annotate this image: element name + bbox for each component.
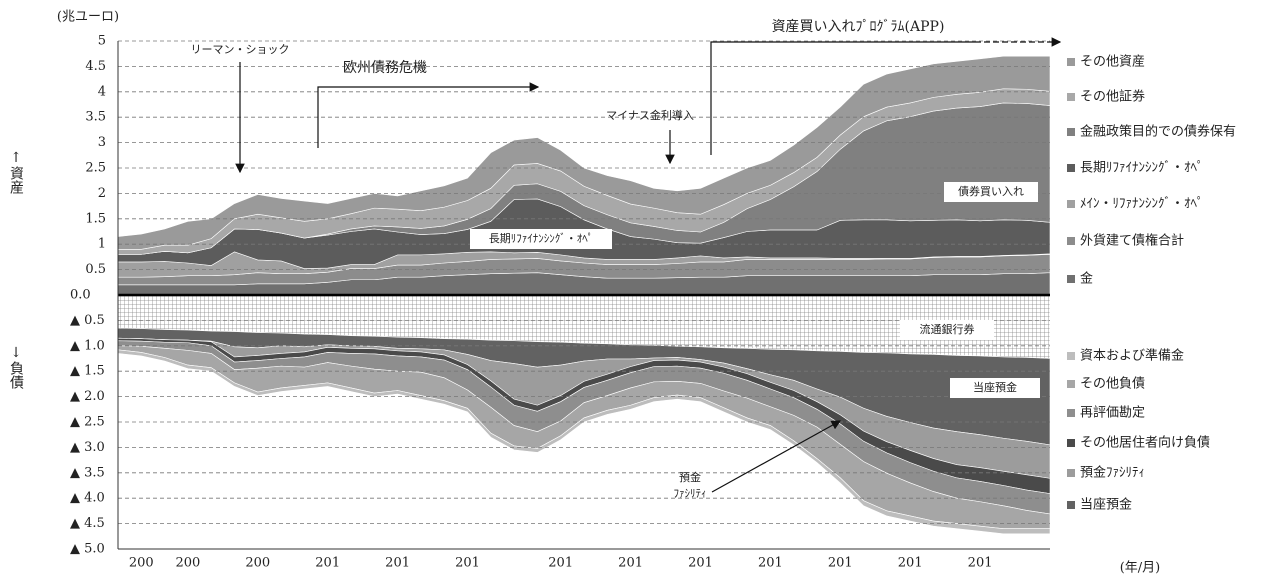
y-tick-label: ▲ 3.0 <box>70 440 105 455</box>
x-tick-label: 201 <box>618 556 643 571</box>
x-axis-label: (年/月) <box>1120 561 1161 576</box>
annotation: 欧州債務危機 <box>343 60 427 76</box>
legend-label: 資本および準備金 <box>1080 348 1184 364</box>
y-tick-label: 4 <box>98 84 106 99</box>
annotation: 預金 <box>679 470 701 484</box>
annotation: 当座預金 <box>973 380 1017 394</box>
annotation: 資産買い入れﾌﾟﾛｸﾞﾗﾑ(APP) <box>772 19 945 35</box>
legend-label: その他居住者向け負債 <box>1080 435 1210 451</box>
y-tick-label: ▲ 4.5 <box>70 516 105 531</box>
y-tick-label: 2 <box>98 186 106 201</box>
banknotes-label: 流通銀行券 <box>920 322 975 336</box>
y-tick-label: 1.5 <box>85 211 106 226</box>
x-tick-label: 201 <box>455 556 480 571</box>
y-tick-label: ▲ 2.5 <box>70 415 105 430</box>
assets-label: ↑資産 <box>8 150 24 194</box>
annotation-arrow <box>317 82 540 148</box>
legend-swatch <box>1067 501 1075 509</box>
y-tick-label: ▲ 4.0 <box>70 491 105 506</box>
area <box>117 349 1051 535</box>
annotation-arrow <box>711 420 842 493</box>
legend-label: 金融政策目的での債券保有 <box>1080 124 1236 140</box>
legend-swatch <box>1067 93 1075 101</box>
x-tick-label: 201 <box>828 556 853 571</box>
unit-label: (兆ユーロ) <box>57 10 119 25</box>
y-tick-label: ▲ 1.5 <box>70 364 105 379</box>
legend-swatch <box>1067 409 1075 417</box>
legend-swatch <box>1067 469 1075 477</box>
x-tick-label: 201 <box>758 556 783 571</box>
y-tick-label: 0.0 <box>70 288 91 303</box>
label-box <box>944 182 1038 202</box>
y-tick-label: ▲ 2.0 <box>70 389 105 404</box>
y-tick-label: 1 <box>98 237 106 252</box>
annotation-arrow <box>710 41 975 155</box>
annotation: ﾌｧｼﾘﾃｨ <box>674 487 707 500</box>
legend-swatch <box>1067 164 1075 172</box>
y-tick-label: 2.5 <box>85 161 106 176</box>
legend-label: 再評価勘定 <box>1080 406 1145 421</box>
legend-swatch <box>1067 275 1075 283</box>
x-tick-label: 200 <box>175 556 200 571</box>
legend-label: その他負債 <box>1080 377 1145 392</box>
x-tick-label: 201 <box>315 556 340 571</box>
y-tick-label: 0.5 <box>85 262 106 277</box>
y-tick-label: ▲ 5.0 <box>70 542 105 557</box>
x-tick-label: 201 <box>548 556 573 571</box>
legend-swatch <box>1067 237 1075 245</box>
x-tick-label: 200 <box>245 556 270 571</box>
annotation: 債券買い入れ <box>958 184 1024 198</box>
annotation: リーマン・ショック <box>191 43 290 56</box>
label-box <box>470 229 612 249</box>
legend-label: その他資産 <box>1080 54 1145 70</box>
legend-label: 長期ﾘﾌｧｲﾅﾝｼﾝｸﾞ・ｵﾍﾟ <box>1080 161 1204 176</box>
annotation: マイナス金利導入 <box>606 108 694 122</box>
x-tick-label: 200 <box>129 556 154 571</box>
area <box>117 55 1051 250</box>
y-tick-label: ▲ 3.5 <box>70 465 105 480</box>
legend-label: 外貨建て債権合計 <box>1080 233 1184 249</box>
legend-label: 預金ﾌｧｼﾘﾃｨ <box>1080 465 1145 481</box>
y-tick-label: 3 <box>98 135 106 150</box>
x-tick-label: 201 <box>898 556 923 571</box>
legend-swatch <box>1067 352 1075 360</box>
legend-label: 金 <box>1080 271 1093 287</box>
label-box <box>950 378 1040 398</box>
legend-label: その他証券 <box>1080 89 1145 105</box>
legend-swatch <box>1067 200 1075 208</box>
y-tick-label: 3.5 <box>85 110 106 125</box>
x-tick-label: 201 <box>968 556 993 571</box>
legend-swatch <box>1067 58 1075 66</box>
legend-swatch <box>1067 128 1075 136</box>
label-box <box>900 320 994 340</box>
annotation: 長期ﾘﾌｧｲﾅﾝｼﾝｸﾞ・ｵﾍﾟ <box>489 232 594 245</box>
legend-label: ﾒｲﾝ・ﾘﾌｧﾅﾝｼﾝｸﾞ・ｵﾍﾟ <box>1080 197 1204 212</box>
legend-swatch <box>1067 439 1075 447</box>
x-tick-label: 201 <box>688 556 713 571</box>
y-tick-label: ▲ 0.5 <box>70 313 105 328</box>
y-tick-label: 4.5 <box>85 59 106 74</box>
y-tick-label: ▲ 1.0 <box>70 338 105 353</box>
x-tick-label: 201 <box>385 556 410 571</box>
legend-swatch <box>1067 380 1075 388</box>
legend-label: 当座預金 <box>1080 497 1132 513</box>
y-tick-label: 5 <box>98 34 106 49</box>
liabilities-label: ↓負債 <box>8 345 24 389</box>
